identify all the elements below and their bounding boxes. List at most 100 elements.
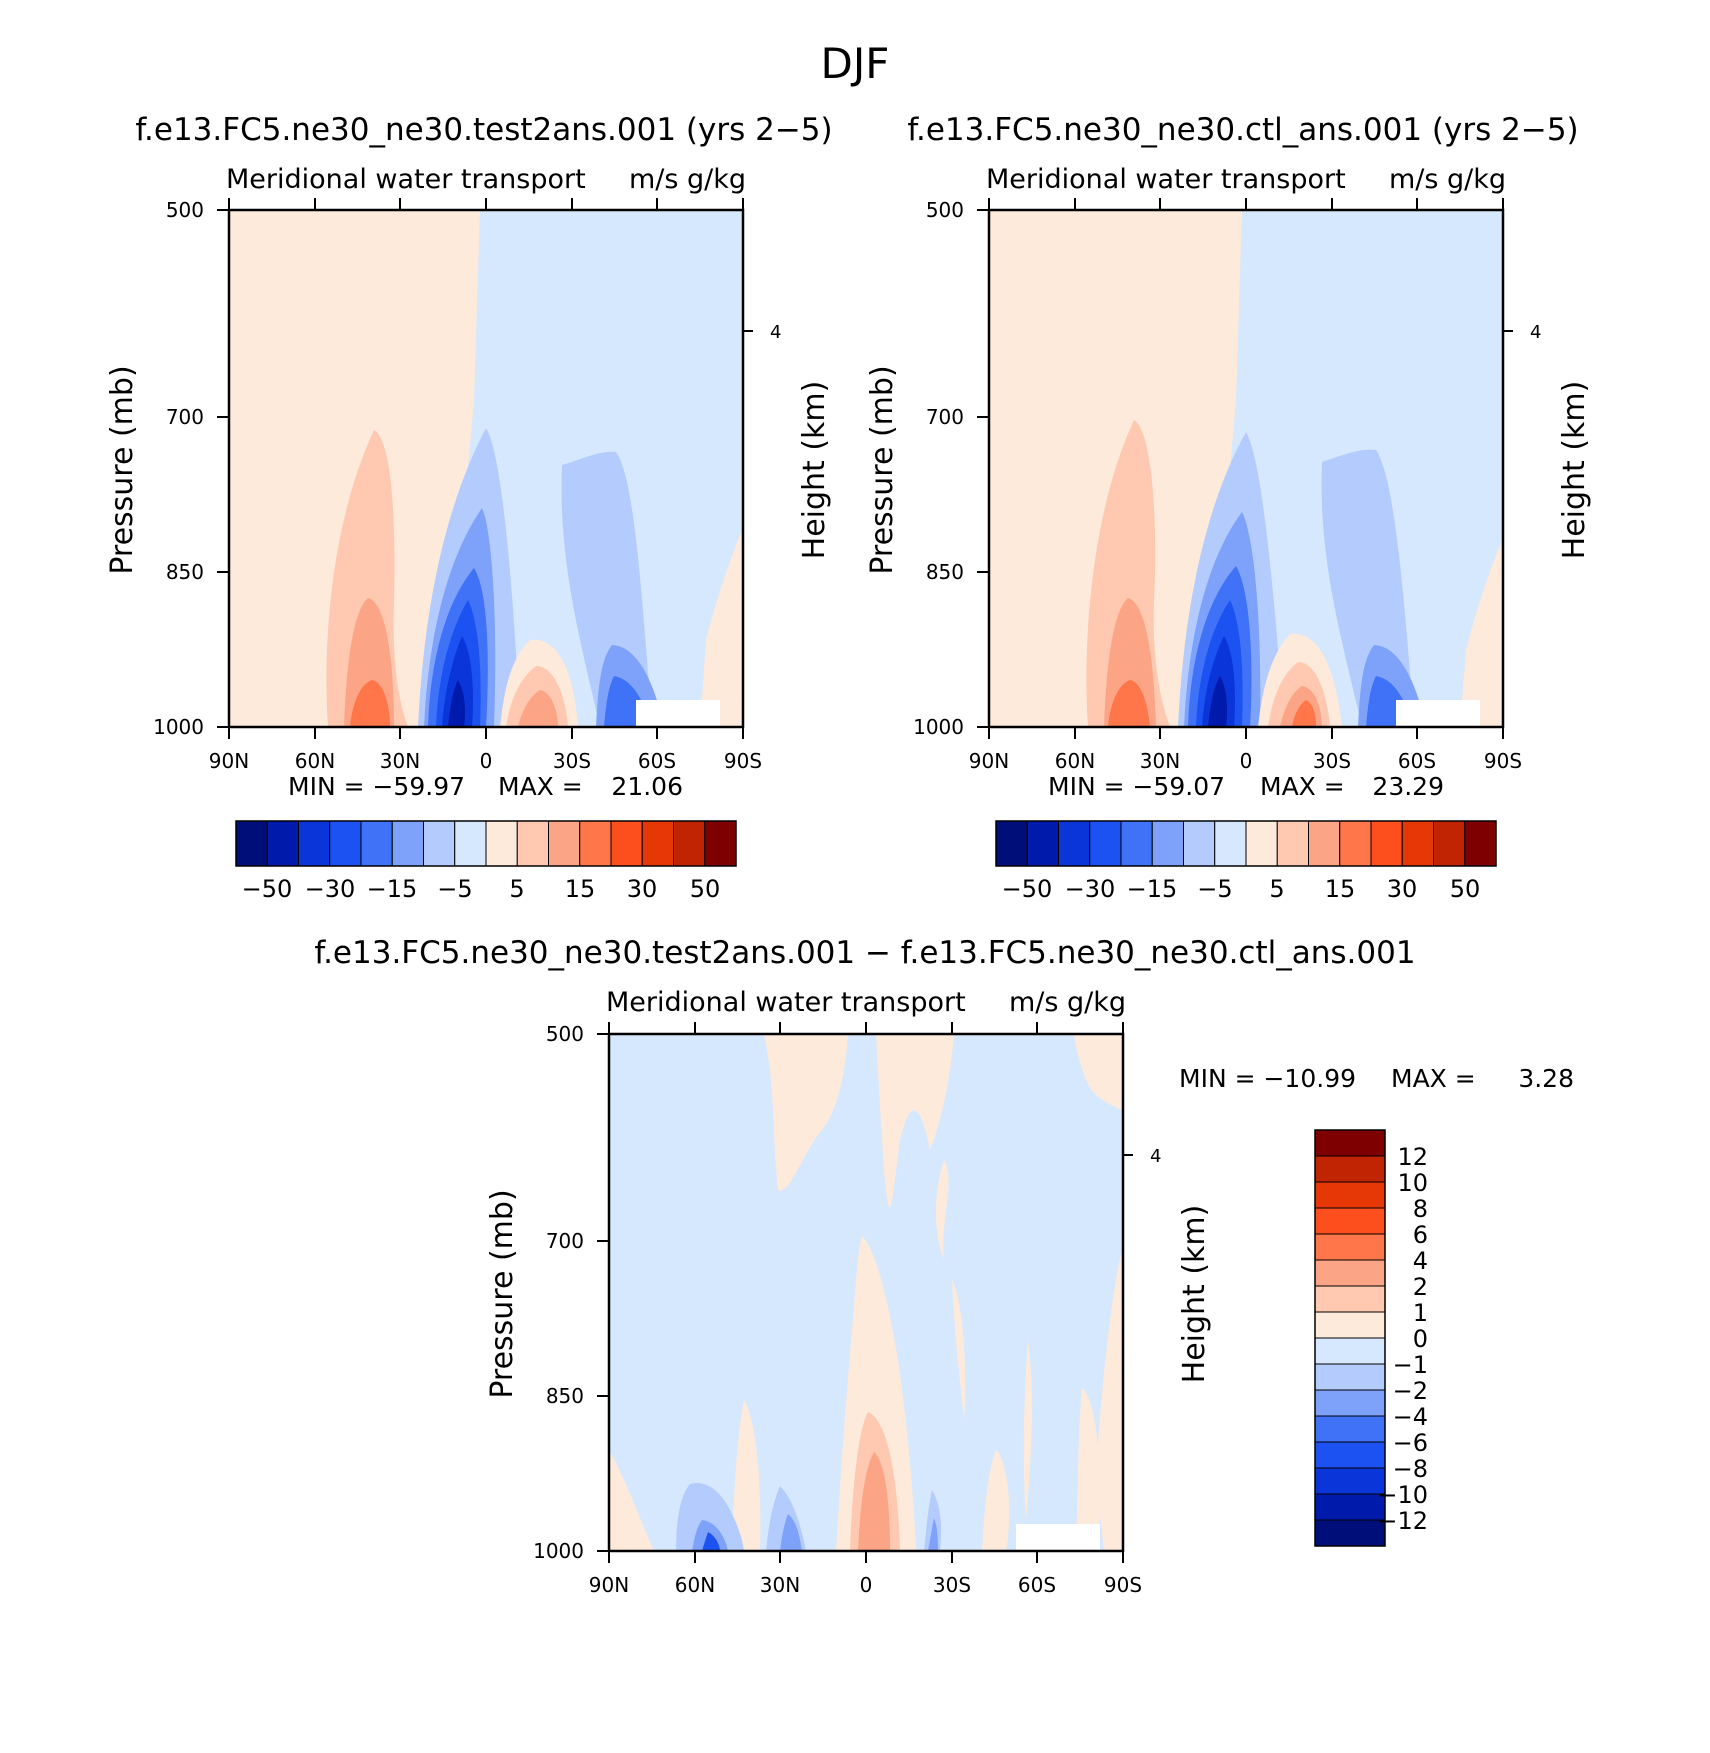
max-value: 23.29 bbox=[1372, 772, 1444, 801]
colorbar-label: 6 bbox=[1413, 1221, 1428, 1249]
y-tick-labels: 500 700 850 1000 bbox=[533, 1022, 584, 1563]
colorbar-swatch bbox=[1314, 1441, 1386, 1469]
colorbar-label: 15 bbox=[565, 875, 596, 903]
y-axis-label: Pressure (mb) bbox=[105, 365, 140, 574]
colorbar-label: −4 bbox=[1393, 1403, 1428, 1431]
panel-subtitle-right: m/s g/kg bbox=[1009, 987, 1126, 1018]
colorbar-swatch bbox=[1314, 1285, 1386, 1313]
colorbar-swatch bbox=[266, 820, 299, 867]
x-tick-label: 60N bbox=[1055, 749, 1095, 773]
colorbar-swatch bbox=[704, 820, 737, 867]
max-value: 3.28 bbox=[1518, 1064, 1574, 1093]
plot-frame bbox=[977, 198, 1513, 739]
x-tick-label: 60N bbox=[295, 749, 335, 773]
panel-subtitle-left: Meridional water transport bbox=[226, 164, 586, 195]
colorbar-swatch bbox=[1433, 820, 1466, 867]
colorbar bbox=[1314, 1129, 1386, 1547]
colorbar-swatch bbox=[579, 820, 612, 867]
x-tick-label: 30S bbox=[553, 749, 591, 773]
y-tick-label: 700 bbox=[546, 1229, 584, 1253]
colorbar-label: 0 bbox=[1413, 1325, 1428, 1353]
x-tick-label: 90S bbox=[724, 749, 762, 773]
panel-title: f.e13.FC5.ne30_ne30.test2ans.001 (yrs 2−… bbox=[135, 112, 832, 148]
x-tick-label: 90N bbox=[589, 1573, 629, 1597]
y-tick-label: 1000 bbox=[913, 715, 964, 739]
colorbar-label: −1 bbox=[1393, 1351, 1428, 1379]
colorbar-swatch bbox=[1314, 1181, 1386, 1209]
colorbar-swatch bbox=[1026, 820, 1059, 867]
right-tick-label: 4 bbox=[770, 322, 781, 343]
colorbar-swatch bbox=[1314, 1155, 1386, 1183]
x-tick-label: 30N bbox=[760, 1573, 800, 1597]
colorbar-swatch bbox=[1314, 1129, 1386, 1157]
panel-title: f.e13.FC5.ne30_ne30.ctl_ans.001 (yrs 2−5… bbox=[907, 112, 1578, 148]
colorbar-swatch bbox=[1314, 1337, 1386, 1365]
colorbar-label: −15 bbox=[1127, 875, 1178, 903]
colorbar-swatch bbox=[485, 820, 518, 867]
colorbar-label: −50 bbox=[1002, 875, 1053, 903]
colorbar-swatch bbox=[1151, 820, 1184, 867]
max-label: MAX = bbox=[498, 772, 583, 801]
colorbar-swatch bbox=[1314, 1233, 1386, 1261]
right-tick-label: 4 bbox=[1150, 1146, 1161, 1167]
colorbar-swatch bbox=[516, 820, 549, 867]
y-tick-label: 850 bbox=[166, 560, 204, 584]
y-tick-labels: 500 700 850 1000 bbox=[913, 198, 964, 739]
x-tick-label: 30S bbox=[933, 1573, 971, 1597]
colorbar-swatch bbox=[1314, 1519, 1386, 1547]
right-axis-label: Height (km) bbox=[1557, 381, 1592, 560]
colorbar-labels: −50 −30 −15 −5 5 15 30 50 bbox=[242, 875, 721, 903]
x-tick-label: 60N bbox=[675, 1573, 715, 1597]
right-axis-label: Height (km) bbox=[797, 381, 832, 560]
panel-subtitle-right: m/s g/kg bbox=[629, 164, 746, 195]
colorbar-swatch bbox=[454, 820, 487, 867]
colorbar-swatch bbox=[360, 820, 393, 867]
colorbar-swatch bbox=[548, 820, 581, 867]
colorbar-swatch bbox=[1314, 1389, 1386, 1417]
colorbar-label: 10 bbox=[1397, 1169, 1428, 1197]
x-tick-label: 0 bbox=[1240, 749, 1253, 773]
colorbar-swatch bbox=[1314, 1207, 1386, 1235]
x-tick-label: 0 bbox=[860, 1573, 873, 1597]
colorbar-swatch bbox=[1308, 820, 1341, 867]
colorbar-label: 8 bbox=[1413, 1195, 1428, 1223]
colorbar-label: −30 bbox=[305, 875, 356, 903]
y-axis-label: Pressure (mb) bbox=[485, 1189, 520, 1398]
x-tick-label: 90N bbox=[209, 749, 249, 773]
colorbar-label: 4 bbox=[1413, 1247, 1428, 1275]
x-tick-labels: 90N 60N 30N 0 30S 60S 90S bbox=[209, 749, 762, 773]
colorbar-swatch bbox=[329, 820, 362, 867]
contour-field bbox=[989, 210, 1503, 727]
x-tick-label: 60S bbox=[1398, 749, 1436, 773]
colorbar-labels: 12 10 8 6 4 2 1 0 −1 −2 −4 −6 −8 −10 −12 bbox=[1377, 1143, 1428, 1535]
plot-frame bbox=[597, 1022, 1133, 1563]
colorbar-swatch bbox=[391, 820, 424, 867]
plot-frame bbox=[217, 198, 753, 739]
colorbar-swatch bbox=[298, 820, 331, 867]
min-label: MIN = −59.07 bbox=[1048, 772, 1225, 801]
y-tick-label: 1000 bbox=[533, 1539, 584, 1563]
panel-control: f.e13.FC5.ne30_ne30.ctl_ans.001 (yrs 2−5… bbox=[865, 112, 1592, 903]
colorbar-label: −6 bbox=[1393, 1429, 1428, 1457]
colorbar-swatch bbox=[235, 820, 268, 867]
colorbar-label: −5 bbox=[1197, 875, 1232, 903]
colorbar-label: −5 bbox=[437, 875, 472, 903]
colorbar-swatch bbox=[673, 820, 706, 867]
colorbar-swatch bbox=[1245, 820, 1278, 867]
max-label: MAX = bbox=[1391, 1064, 1476, 1093]
colorbar-swatch bbox=[1120, 820, 1153, 867]
colorbar-label: 12 bbox=[1397, 1143, 1428, 1171]
right-tick-label: 4 bbox=[1530, 322, 1541, 343]
colorbar-swatch bbox=[1214, 820, 1247, 867]
x-tick-labels: 90N 60N 30N 0 30S 60S 90S bbox=[969, 749, 1522, 773]
colorbar-swatch bbox=[1314, 1493, 1386, 1521]
max-label: MAX = bbox=[1260, 772, 1345, 801]
colorbar-swatch bbox=[1183, 820, 1216, 867]
colorbar-label: 50 bbox=[1450, 875, 1481, 903]
colorbar-label: 5 bbox=[1269, 875, 1284, 903]
y-tick-label: 500 bbox=[166, 198, 204, 222]
colorbar-swatch bbox=[641, 820, 674, 867]
y-tick-label: 850 bbox=[926, 560, 964, 584]
x-tick-label: 0 bbox=[480, 749, 493, 773]
